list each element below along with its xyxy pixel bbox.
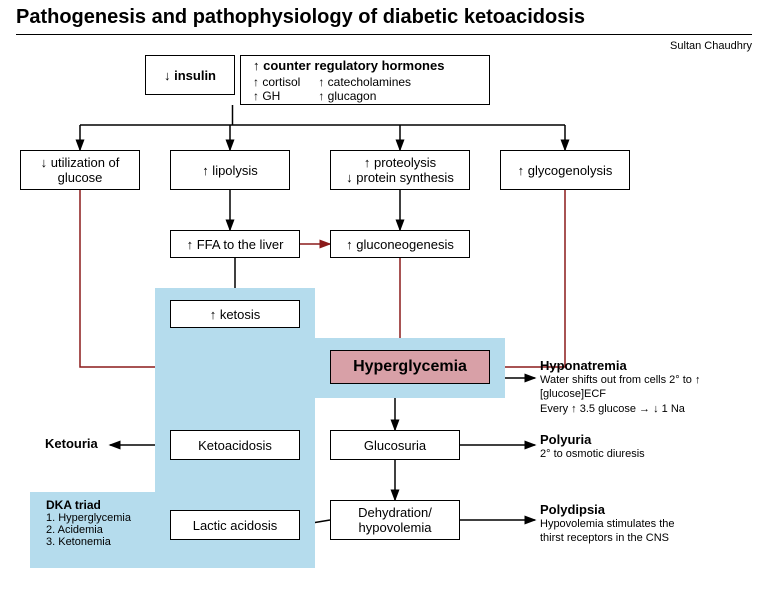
node-util: ↓ utilization of glucose [20, 150, 140, 190]
annotation: HyponatremiaWater shifts out from cells … [540, 358, 768, 416]
node-ffa: ↑ FFA to the liver [170, 230, 300, 258]
label-ketouria: Ketouria [45, 436, 98, 451]
node-lipo: ↑ lipolysis [170, 150, 290, 190]
node-ketoacid: Ketoacidosis [170, 430, 300, 460]
node-insulin: ↓ insulin [145, 55, 235, 95]
node-glyco: ↑ glycogenolysis [500, 150, 630, 190]
node-lactic: Lactic acidosis [170, 510, 300, 540]
node-dehyd: Dehydration/hypovolemia [330, 500, 460, 540]
node-glucos: Glucosuria [330, 430, 460, 460]
node-crh: ↑ counter regulatory hormones↑ cortisol↑… [240, 55, 490, 105]
node-hyper: Hyperglycemia [330, 350, 490, 384]
node-gluconeo: ↑ gluconeogenesis [330, 230, 470, 258]
dka-triad: DKA triad1. Hyperglycemia2. Acidemia3. K… [46, 498, 131, 548]
annotation: Polyuria2° to osmotic diuresis [540, 432, 645, 461]
annotation: PolydipsiaHypovolemia stimulates thethir… [540, 502, 675, 546]
node-ketosis: ↑ ketosis [170, 300, 300, 328]
node-prot: ↑ proteolysis↓ protein synthesis [330, 150, 470, 190]
